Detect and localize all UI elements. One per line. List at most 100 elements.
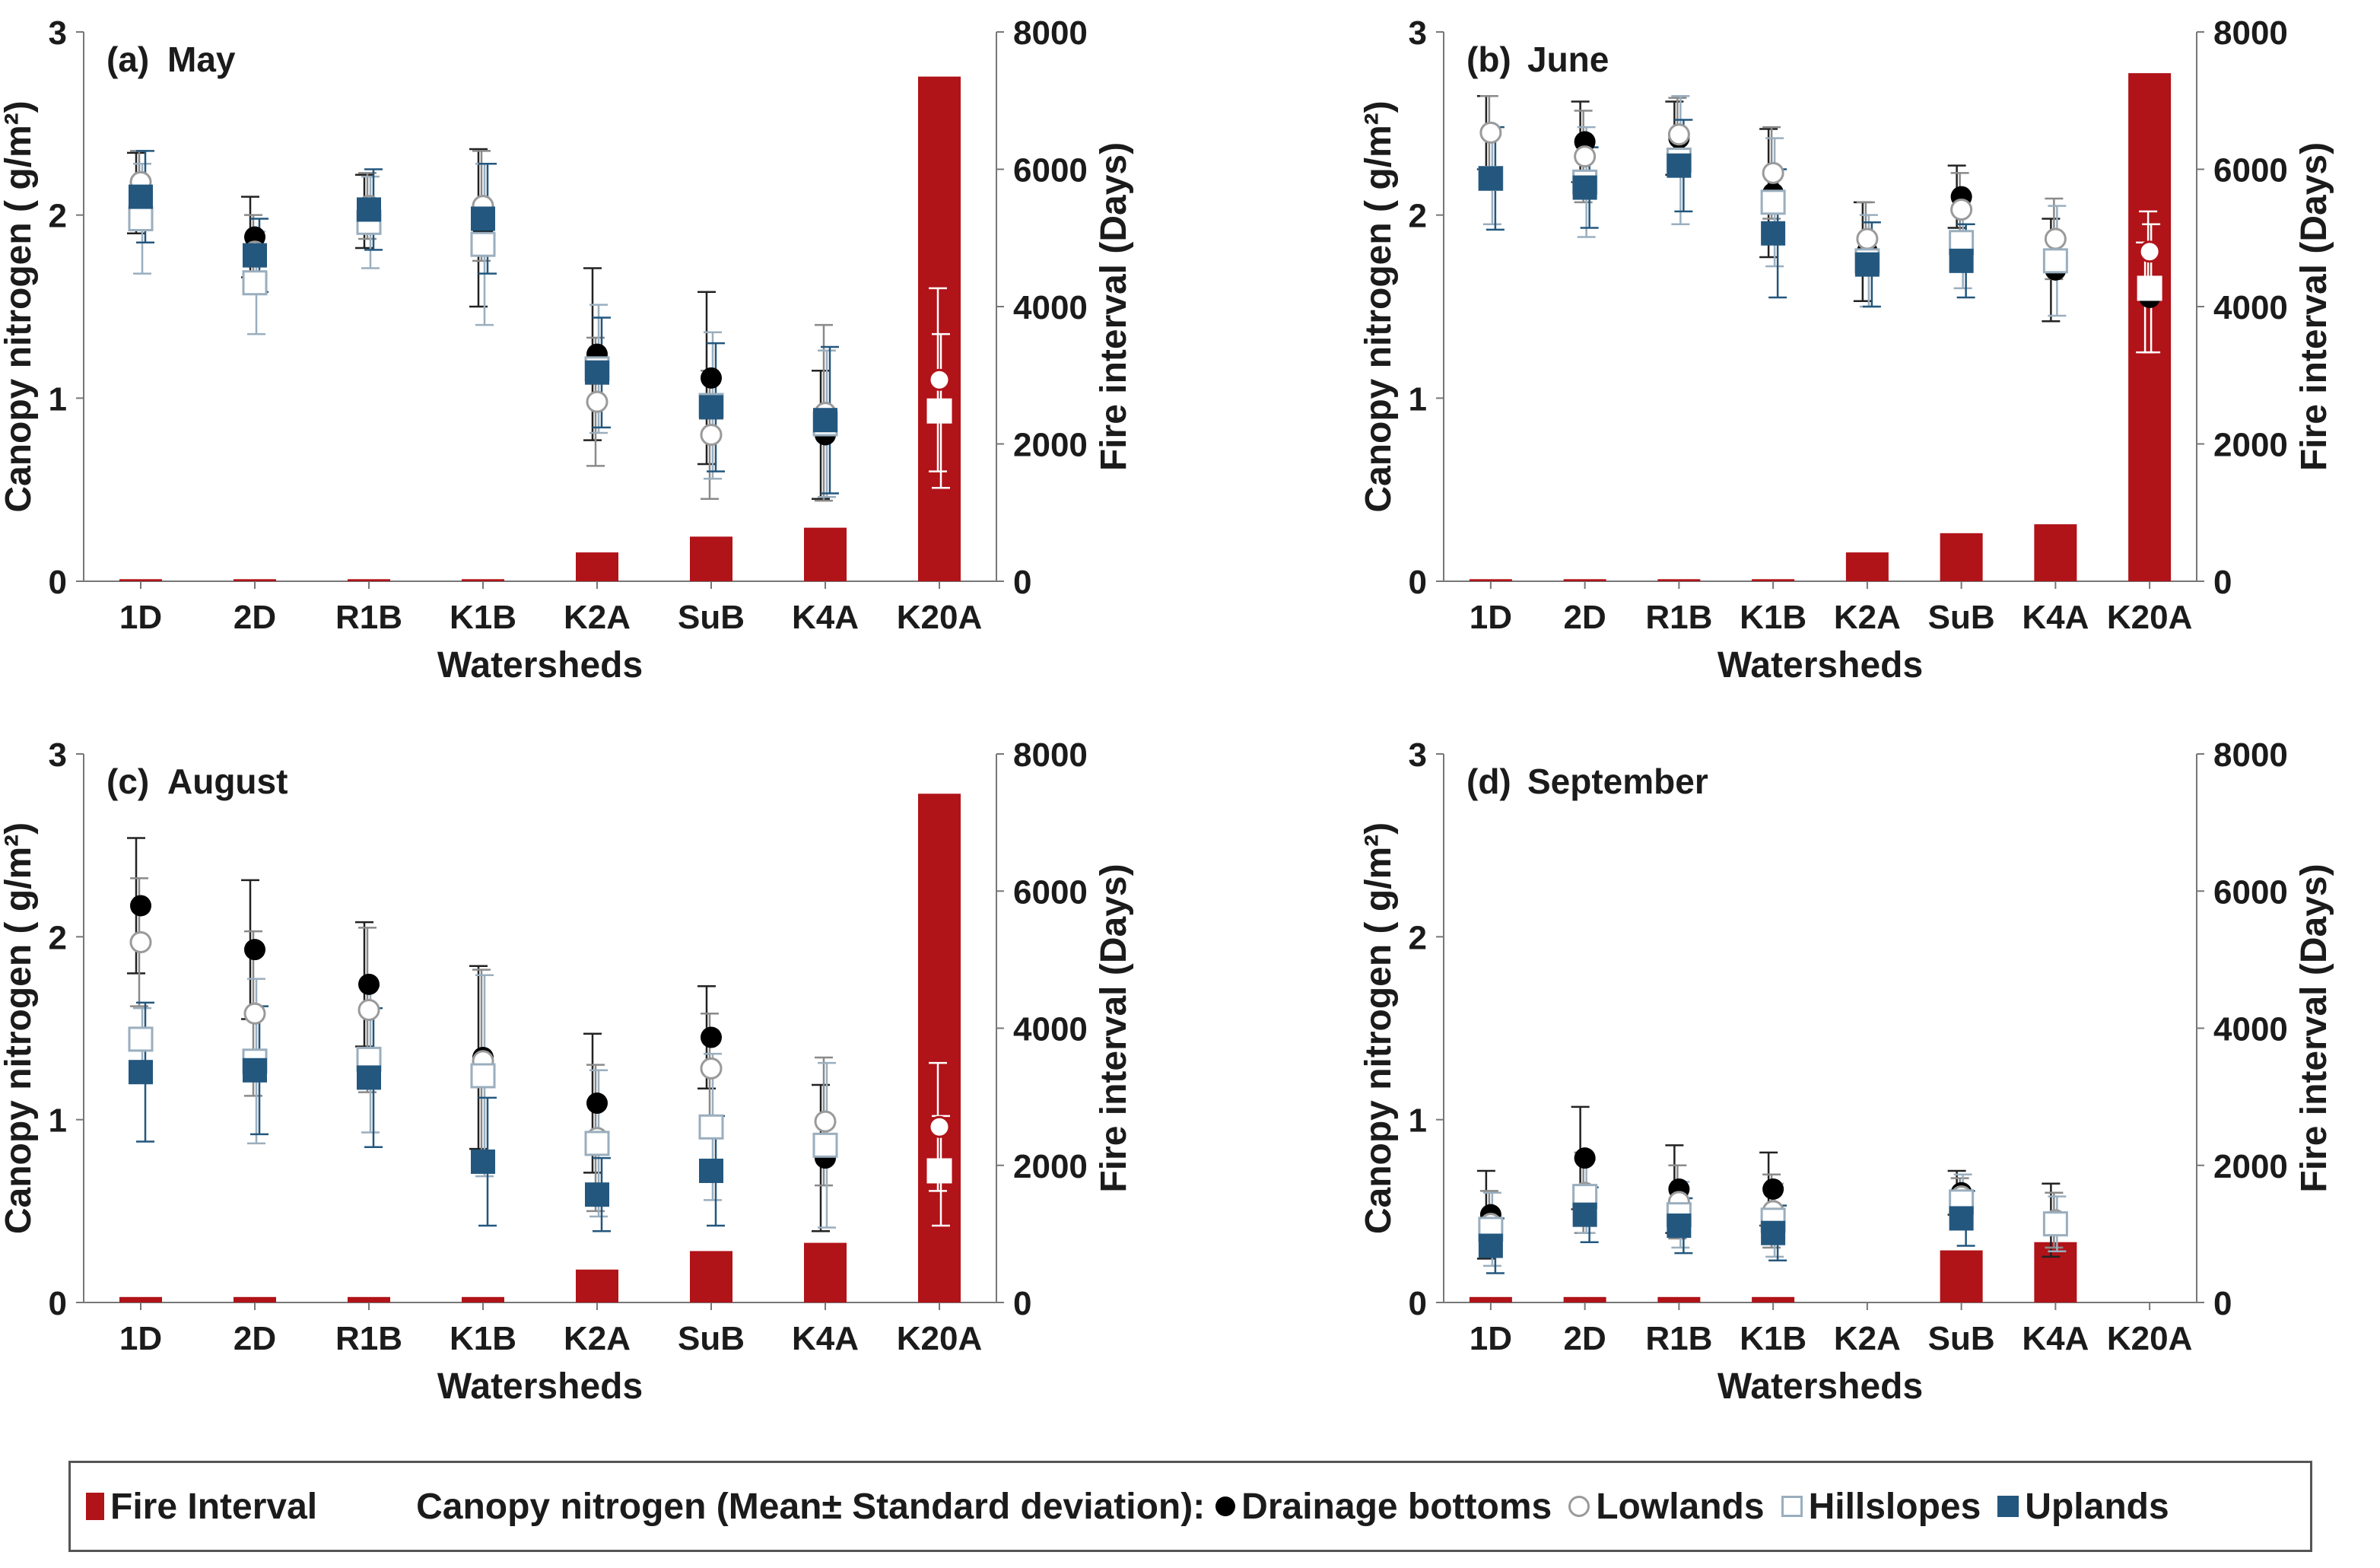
marker-lowlands <box>928 368 951 391</box>
x-tick-label: K1B <box>450 599 516 636</box>
fire-interval-bar <box>1845 552 1889 581</box>
marker-uplands <box>813 408 837 433</box>
x-tick-label: K2A <box>564 599 631 636</box>
fire-interval-bar <box>2034 524 2077 581</box>
left-axis-title: Canopy nitrogen ( g/m²) <box>1358 822 1399 1234</box>
legend-drainage: Drainage bottoms <box>1215 1486 1552 1528</box>
legend-drainage-label: Drainage bottoms <box>1241 1486 1552 1527</box>
marker-drainage <box>130 895 151 917</box>
panel-label: (a) <box>106 40 149 79</box>
x-tick-label: K2A <box>1834 599 1901 636</box>
panel-title: June <box>1527 40 1609 79</box>
marker-uplands <box>699 395 723 420</box>
filled-circle-swatch <box>1215 1496 1236 1516</box>
marker-hillslopes <box>470 1063 496 1089</box>
legend-lowlands-label: Lowlands <box>1596 1486 1765 1527</box>
x-tick-label: K4A <box>2022 1320 2089 1357</box>
fire-interval-bar <box>576 1269 618 1302</box>
legend-uplands: Uplands <box>1997 1486 2169 1528</box>
marker-drainage <box>701 1026 722 1048</box>
marker-hillslopes <box>698 1114 724 1140</box>
x-tick-label: R1B <box>1645 1320 1712 1357</box>
panel-label: (c) <box>106 762 149 801</box>
marker-uplands <box>129 1060 153 1085</box>
right-tick-label: 4000 <box>1013 1011 1088 1048</box>
fire-interval-bar <box>119 1296 162 1302</box>
marker-uplands <box>471 206 495 231</box>
fire-interval-bar <box>348 579 390 581</box>
x-tick-label: 1D <box>119 599 162 636</box>
right-tick-label: 0 <box>1013 564 1031 601</box>
panel-label: (b) <box>1466 40 1511 79</box>
right-tick-label: 0 <box>2213 564 2232 601</box>
legend-canopy-prefix: Canopy nitrogen (Mean± Standard deviatio… <box>416 1486 1205 1528</box>
marker-uplands <box>1949 248 1974 273</box>
marker-uplands <box>1478 166 1503 191</box>
x-tick-label: 2D <box>1564 599 1606 636</box>
fire-interval-bar <box>1563 1296 1606 1302</box>
right-tick-label: 2000 <box>1013 1148 1088 1185</box>
left-tick-label: 2 <box>1409 198 1427 235</box>
marker-lowlands <box>1479 121 1502 144</box>
marker-uplands <box>1572 175 1597 200</box>
fire-interval-bar <box>1940 1250 1983 1302</box>
right-axis-title: Fire interval (Days) <box>1094 864 1134 1192</box>
right-tick-label: 4000 <box>2213 1011 2288 1048</box>
left-tick-label: 3 <box>1409 14 1427 52</box>
x-axis-title: Watersheds <box>1717 645 1923 685</box>
left-tick-label: 2 <box>49 198 67 235</box>
left-tick-label: 1 <box>1409 1102 1427 1140</box>
marker-drainage <box>358 973 380 995</box>
fire-interval-bar <box>1469 579 1512 581</box>
x-tick-label: K4A <box>2022 599 2089 636</box>
fire-interval-bar <box>1469 1296 1512 1302</box>
marker-drainage <box>244 939 265 961</box>
x-tick-label: R1B <box>335 1320 402 1357</box>
left-tick-label: 2 <box>49 919 67 956</box>
fire-interval-bar <box>1563 579 1606 581</box>
marker-lowlands <box>243 1002 266 1025</box>
x-tick-label: K20A <box>897 1320 983 1357</box>
fire-interval-bar <box>234 1296 276 1302</box>
right-tick-label: 2000 <box>2213 427 2288 464</box>
left-tick-label: 0 <box>1409 1285 1427 1322</box>
x-tick-label: K20A <box>2107 1320 2193 1357</box>
marker-uplands <box>471 1149 495 1174</box>
fire-interval-bar <box>576 552 618 581</box>
x-tick-label: K20A <box>2107 599 2193 636</box>
x-tick-label: SuB <box>678 599 745 636</box>
fire-interval-bar <box>690 1251 732 1302</box>
panel-may: 0 1 2 3 0 2000 4000 6000 8000 1D 2D R1B K1B K2A SuB K4A… <box>0 14 1134 685</box>
fire-interval-bar <box>690 536 732 581</box>
left-tick-label: 3 <box>49 14 67 52</box>
marker-drainage <box>1762 1178 1784 1200</box>
legend-canopy-label: Canopy nitrogen (Mean± Standard deviatio… <box>416 1486 1206 1527</box>
fire-interval-bar <box>348 1296 390 1302</box>
x-axis-title: Watersheds <box>1717 1366 1923 1407</box>
x-tick-label: K1B <box>450 1320 516 1357</box>
right-tick-label: 6000 <box>2213 152 2288 189</box>
marker-hillslopes <box>2137 275 2162 301</box>
marker-lowlands <box>1762 161 1784 184</box>
right-tick-label: 8000 <box>2213 736 2288 774</box>
marker-uplands <box>243 1058 267 1083</box>
x-tick-label: 2D <box>234 599 276 636</box>
marker-uplands <box>357 1065 381 1090</box>
marker-lowlands <box>129 931 152 954</box>
right-tick-label: 0 <box>2213 1285 2232 1322</box>
marker-uplands <box>243 243 267 268</box>
marker-uplands <box>129 184 153 209</box>
panel-august: 0 1 2 3 0 2000 4000 6000 8000 1D 2D R1B K1B K2A SuB K4A… <box>0 736 1134 1407</box>
marker-uplands <box>1667 153 1692 178</box>
x-tick-label: SuB <box>1928 1320 1995 1357</box>
marker-hillslopes <box>1760 189 1786 215</box>
marker-drainage <box>701 367 722 389</box>
marker-hillslopes <box>2042 248 2068 274</box>
marker-hillslopes <box>926 398 952 424</box>
marker-hillslopes <box>470 231 496 257</box>
left-axis-title: Canopy nitrogen ( g/m²) <box>0 100 39 512</box>
x-tick-label: 1D <box>119 1320 162 1357</box>
fire-interval-bar <box>234 579 276 581</box>
left-tick-label: 0 <box>49 1285 67 1322</box>
right-axis-title: Fire interval (Days) <box>2294 142 2334 471</box>
